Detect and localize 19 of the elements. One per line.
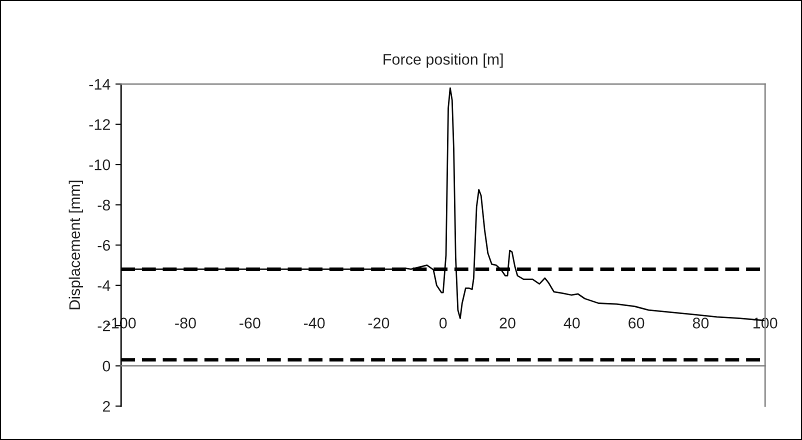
x-tick-label: -60 xyxy=(240,318,260,328)
x-tick-label: 60 xyxy=(628,318,644,328)
x-tick-label: -40 xyxy=(304,318,325,328)
y-tick-label: -6 xyxy=(98,240,110,251)
y-tick-label: -12 xyxy=(89,119,110,130)
x-tick-label: 80 xyxy=(692,318,709,328)
y-tick-label: -10 xyxy=(89,159,110,170)
y-axis-title: Displacement [mm] xyxy=(68,180,84,310)
x-axis-title: Force position [m] xyxy=(384,54,503,68)
x-tick-label: -20 xyxy=(368,318,390,328)
x-tick-label: 40 xyxy=(564,318,580,328)
y-tick-label: 2 xyxy=(102,400,110,412)
y-tick-label: -4 xyxy=(98,280,110,291)
x-tick-label: 0 xyxy=(439,318,447,328)
y-tick-label: -8 xyxy=(98,200,110,211)
y-tick-label: 0 xyxy=(102,360,110,372)
x-tick-label: 20 xyxy=(500,318,516,328)
x-tick-label: -80 xyxy=(175,318,196,328)
y-tick-label: -14 xyxy=(89,79,110,90)
